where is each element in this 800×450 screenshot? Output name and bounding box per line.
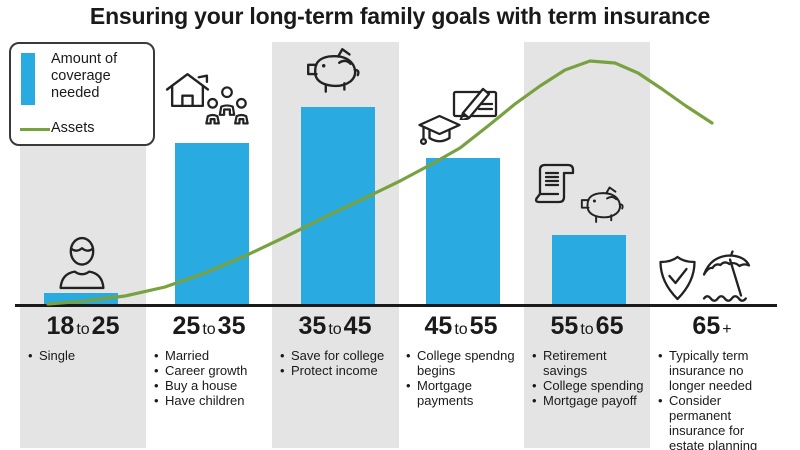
milestone-item: Mortgage payoff (532, 393, 648, 408)
graduation-cap-icon (415, 111, 464, 151)
milestone-item: College spendng begins (406, 348, 522, 378)
piggy-bank-icon (576, 185, 628, 227)
column-65-plus: 65+ Typically term insurance no longer n… (650, 310, 776, 450)
age-range-label: 25 to35 (172, 312, 246, 340)
milestone-item: Save for college (280, 348, 396, 363)
coverage-bar-25-35 (175, 143, 249, 305)
milestone-item: Career growth (154, 363, 270, 378)
milestone-item: Mortgage payments (406, 378, 522, 408)
piggy-bank-icon (302, 46, 364, 98)
age-range-label: 35 to45 (298, 312, 372, 340)
age-range-label: 65 + (692, 312, 732, 340)
milestone-item: College spending (532, 378, 648, 393)
assets-legend-label: Assets (51, 120, 95, 136)
x-axis-line (15, 304, 777, 307)
page-title: Ensuring your long-term family goals wit… (89, 3, 711, 29)
person-icon (56, 235, 108, 292)
milestone-list: Save for college Protect income (272, 348, 398, 378)
coverage-bar-55-65 (552, 235, 626, 305)
milestone-item: Single (28, 348, 144, 363)
milestone-item: Consider permanent insurance for estate … (658, 393, 774, 450)
milestone-list: Retirement savings College spending Mort… (524, 348, 650, 408)
milestone-item: Retirement savings (532, 348, 648, 378)
coverage-swatch (21, 53, 35, 105)
milestone-item: Have children (154, 393, 270, 408)
milestone-item: Protect income (280, 363, 396, 378)
age-range-label: 55 to65 (550, 312, 624, 340)
milestone-item: Typically term insurance no longer neede… (658, 348, 774, 393)
coverage-legend-label: Amount of coverage needed (51, 51, 118, 101)
milestone-list: Typically term insurance no longer neede… (650, 348, 776, 450)
milestone-list: College spendng begins Mortgage payments (398, 348, 524, 408)
chart-legend: Amount of coverage needed Assets (9, 42, 155, 146)
scroll-icon (533, 161, 579, 209)
age-range-label: 45 to55 (424, 312, 498, 340)
milestone-list: Married Career growth Buy a house Have c… (146, 348, 272, 408)
milestone-list: Single (20, 348, 146, 363)
age-range-label: 18 to25 (46, 312, 120, 340)
shield-check-icon (655, 254, 700, 302)
coverage-bar-45-55 (426, 158, 500, 305)
assets-swatch (20, 128, 50, 131)
family-icon (203, 84, 251, 136)
milestone-item: Married (154, 348, 270, 363)
coverage-bar-35-45 (301, 107, 375, 305)
milestone-item: Buy a house (154, 378, 270, 393)
beach-umbrella-icon (701, 250, 755, 303)
